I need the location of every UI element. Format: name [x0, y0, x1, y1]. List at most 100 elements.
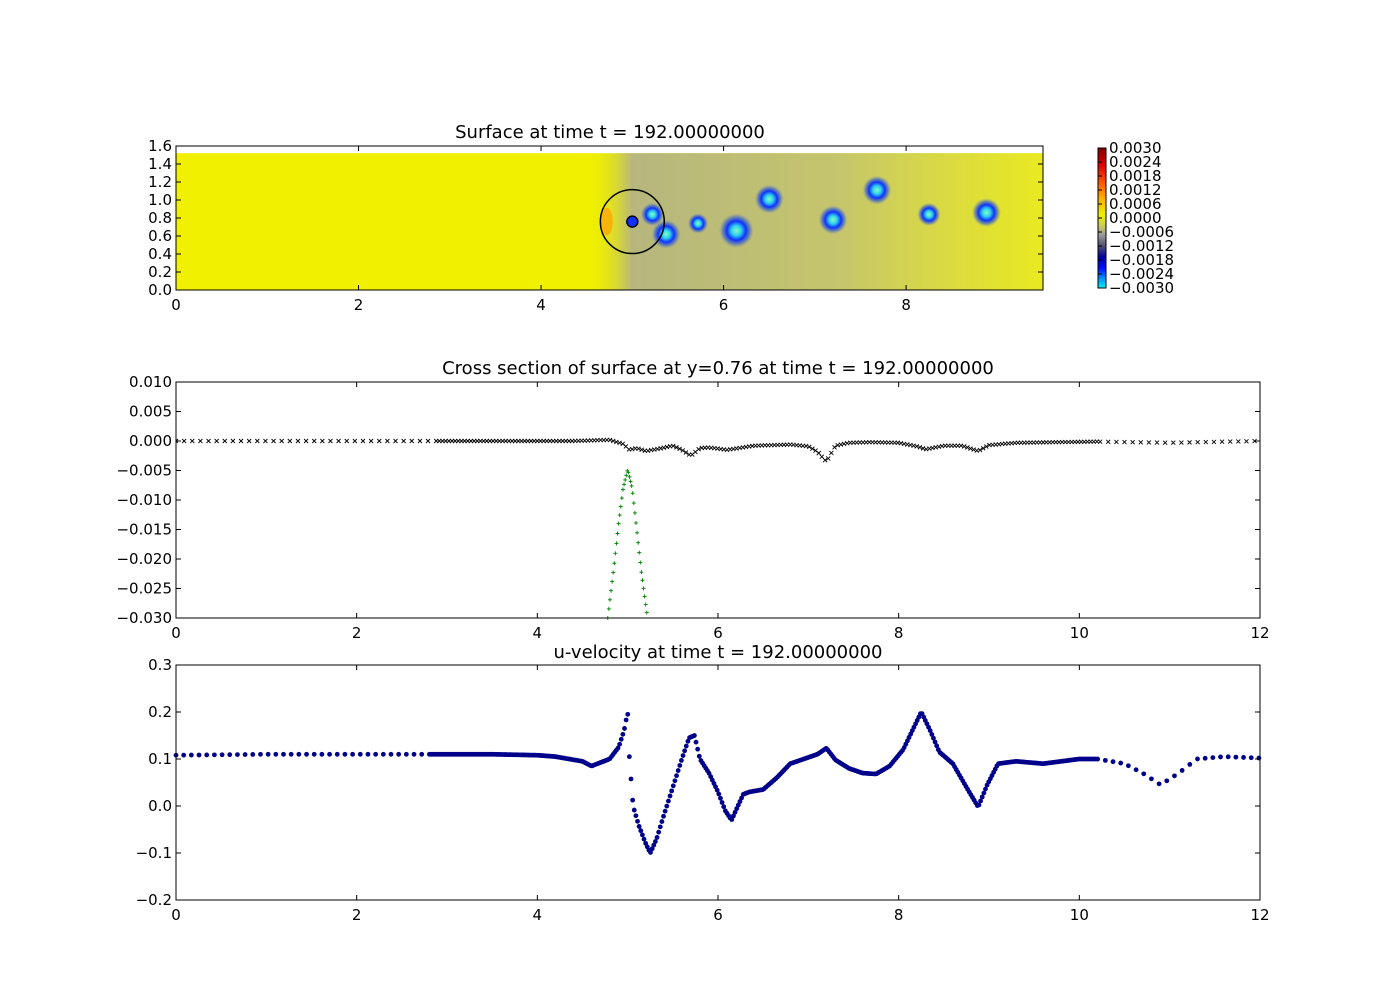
- cross-section-point: [1195, 439, 1200, 445]
- cross-section-point: [271, 438, 276, 444]
- bathymetry-point: [611, 570, 616, 575]
- u-velocity-point: [976, 802, 982, 808]
- cross-section-point: [1170, 440, 1176, 446]
- u-velocity-point: [679, 758, 684, 763]
- u-velocity-point: [1172, 773, 1177, 779]
- colorbar-tick-label: 0.0012: [1109, 181, 1162, 199]
- cross-section-point: [376, 438, 382, 444]
- cross-section-point: [1236, 439, 1241, 444]
- cross-section-point: [238, 438, 244, 444]
- y-tick-label: −0.030: [116, 609, 172, 627]
- bathymetry-point: [631, 501, 636, 506]
- u-velocity-point: [628, 776, 634, 782]
- colorbar: 0.00300.00240.00180.00120.00060.0000−0.0…: [1097, 139, 1174, 297]
- x-tick-label: 0: [171, 624, 181, 642]
- x-tick-label: 6: [719, 296, 729, 314]
- u-velocity-point: [631, 807, 637, 813]
- bathymetry-point: [606, 606, 611, 611]
- cross-section-point: [614, 439, 619, 445]
- u-velocity-point: [380, 751, 386, 757]
- u-velocity-point: [1095, 756, 1101, 762]
- u-velocity-point: [718, 795, 723, 801]
- y-tick-label: −0.2: [136, 891, 172, 909]
- u-velocity-point: [693, 739, 699, 745]
- u-velocity-point: [639, 832, 645, 838]
- x-tick-label: 2: [352, 624, 362, 642]
- cross-section-point: [819, 454, 825, 459]
- u-velocity-point: [714, 787, 720, 793]
- u-velocity-point: [617, 741, 623, 747]
- bathymetry-point: [628, 479, 633, 484]
- x-tick-label: 6: [713, 906, 723, 924]
- u-velocity-point: [258, 751, 263, 757]
- cross-section-point: [425, 438, 431, 444]
- y-tick-label: 0.8: [148, 209, 172, 227]
- u-velocity-point: [638, 828, 644, 834]
- u-velocity-point: [211, 752, 217, 758]
- cross-section-point: [393, 438, 398, 444]
- u-velocity-point: [626, 754, 632, 760]
- x-tick-label: 8: [894, 906, 904, 924]
- cross-section-point: [1187, 440, 1192, 445]
- bathymetry-point: [632, 510, 637, 515]
- u-velocity-point: [675, 768, 681, 773]
- u-velocity-point: [615, 745, 621, 751]
- u-velocity-point: [672, 778, 678, 784]
- bathymetry-point: [613, 551, 618, 556]
- u-velocity-point: [1179, 768, 1185, 773]
- cross-section-point: [206, 438, 211, 444]
- u-velocity-point: [635, 818, 640, 824]
- vortex: [718, 213, 754, 249]
- cross-section-point: [1114, 439, 1119, 445]
- bathymetry-point: [627, 474, 632, 479]
- y-tick-label: 0.1: [148, 750, 172, 768]
- cross-section-point: [617, 440, 622, 446]
- colorbar-tick-label: 0.0024: [1109, 153, 1162, 171]
- u-velocity-point: [683, 743, 689, 749]
- u-velocity-point: [666, 798, 671, 804]
- cross-section-point: [222, 438, 228, 444]
- colorbar-tick-label: 0.0006: [1109, 195, 1162, 213]
- u-velocity-point: [734, 806, 740, 812]
- cross-section-point: [917, 445, 923, 450]
- u-velocity-point: [630, 797, 636, 803]
- cross-section-point: [816, 450, 822, 456]
- u-velocity-point: [1164, 778, 1170, 784]
- bathymetry-point: [626, 470, 631, 475]
- u-velocity-point: [227, 752, 233, 758]
- y-tick-label: 0.000: [129, 432, 172, 450]
- colorbar-tick-label: −0.0012: [1109, 237, 1174, 255]
- cross-section-point: [295, 438, 301, 444]
- bathymetry-point: [635, 530, 640, 535]
- cross-section-point: [1154, 440, 1160, 445]
- cross-section-point: [1203, 439, 1209, 445]
- cross-section-point: [983, 444, 989, 449]
- u-velocity-point: [682, 748, 688, 754]
- cross-section-point: [1244, 438, 1249, 444]
- cross-section-point: [189, 438, 195, 444]
- y-tick-label: 0.0: [148, 797, 172, 815]
- cross-section-point: [1219, 439, 1225, 445]
- x-tick-label: 0: [171, 906, 181, 924]
- cross-section-point: [696, 446, 701, 452]
- x-tick-label: 2: [352, 906, 362, 924]
- bathymetry-point: [636, 540, 641, 545]
- cross-section-point: [1146, 440, 1152, 445]
- y-tick-label: −0.025: [116, 580, 172, 598]
- u-velocity-point: [357, 751, 363, 757]
- u-velocity-point: [657, 824, 663, 830]
- u-velocity-point: [1248, 755, 1254, 761]
- u-velocity-point: [677, 763, 683, 768]
- cross-section-point: [1252, 438, 1257, 444]
- bathymetry-point: [616, 521, 621, 526]
- x-tick-label: 8: [894, 624, 904, 642]
- cross-section-point: [368, 438, 374, 444]
- u-velocity-point: [978, 798, 983, 804]
- y-tick-label: 0.0: [148, 281, 172, 299]
- u-velocity-point: [188, 752, 194, 758]
- y-tick-label: 0.6: [148, 227, 172, 245]
- bathymetry-point: [633, 520, 638, 525]
- u-velocity-point: [204, 752, 210, 758]
- u-velocity-point: [1233, 754, 1239, 760]
- u-velocity-point: [716, 791, 722, 797]
